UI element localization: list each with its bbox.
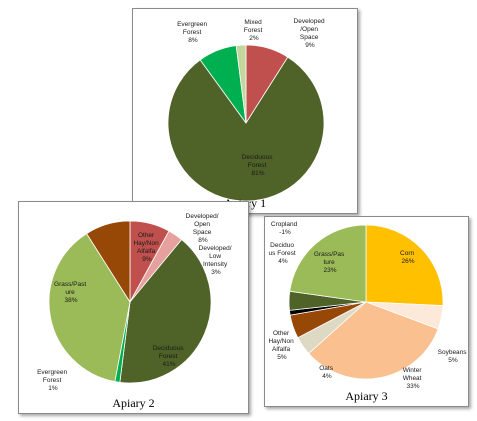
pie-slice-other-hay-non-alfalfa [86, 220, 131, 304]
apiary-1-slices [167, 44, 325, 202]
label-evergreen-forest: Evergreen Forest 8% [177, 21, 209, 44]
label-grass-pasture: Grass/Past ure 38% [54, 281, 88, 304]
label-other-hay-non-alfalfa: Other Hay/Non Alfalfa 9% [133, 232, 160, 263]
pie-slice-grass-pasture [289, 224, 367, 303]
apiary-3-panel: Cropland -1% Deciduo us Forest 4% Grass/… [264, 216, 469, 407]
label-developed-open-space: Developed /Open Space 9% [294, 18, 327, 49]
label-evergreen-forest: Evergreen Forest 1% [37, 369, 69, 392]
pie-slice-winter-wheat [308, 301, 439, 380]
apiary-2-title: Apiary 2 [112, 396, 155, 410]
apiary-2-panel: Other Hay/Non Alfalfa 9% Developed/ Open… [18, 201, 249, 414]
label-soybeans: Soybeans 5% [438, 349, 469, 364]
label-corn: Corn 26% [400, 250, 416, 265]
label-cropland: Cropland -1% [271, 221, 299, 236]
pie-slice-corn [365, 224, 444, 307]
label-oats: Oats 4% [319, 365, 335, 380]
apiary-3-slices [288, 224, 444, 380]
apiary-1-pie-chart: Mixed Forest 2% Evergreen Forest 8% Deve… [167, 18, 327, 202]
label-developed-low-intensity: Developed/ Low Intensity 3% [199, 245, 234, 276]
label-developed-open-space: Developed/ Open Space 8% [186, 213, 221, 244]
label-mixed-forest: Mixed Forest 2% [244, 19, 264, 42]
label-grass-pasture: Grass/Pas ture 23% [314, 251, 346, 274]
label-winter-wheat: Winter Wheat 33% [403, 367, 424, 390]
apiary-3-title: Apiary 3 [345, 389, 388, 403]
apiary-2-pie-chart: Other Hay/Non Alfalfa 9% Developed/ Open… [37, 213, 234, 392]
apiary-1-panel: Mixed Forest 2% Evergreen Forest 8% Deve… [132, 8, 358, 214]
label-deciduous-forest: Deciduous Forest 81% [242, 154, 275, 177]
label-deciduous-forest: Deciduous Forest 41% [153, 345, 186, 368]
label-other-hay-non-alfalfa: Other Hay/Non Alfalfa 5% [268, 330, 295, 361]
pie-slice-deciduous-forest [167, 56, 325, 202]
pie-slice-mixed-forest [235, 44, 247, 124]
pie-slice-deciduous-forest [119, 239, 212, 384]
apiary-3-pie-chart: Cropland -1% Deciduo us Forest 4% Grass/… [268, 221, 469, 390]
apiary-2-slices [48, 220, 212, 384]
label-deciduous-forest: Deciduo us Forest 4% [269, 242, 298, 265]
